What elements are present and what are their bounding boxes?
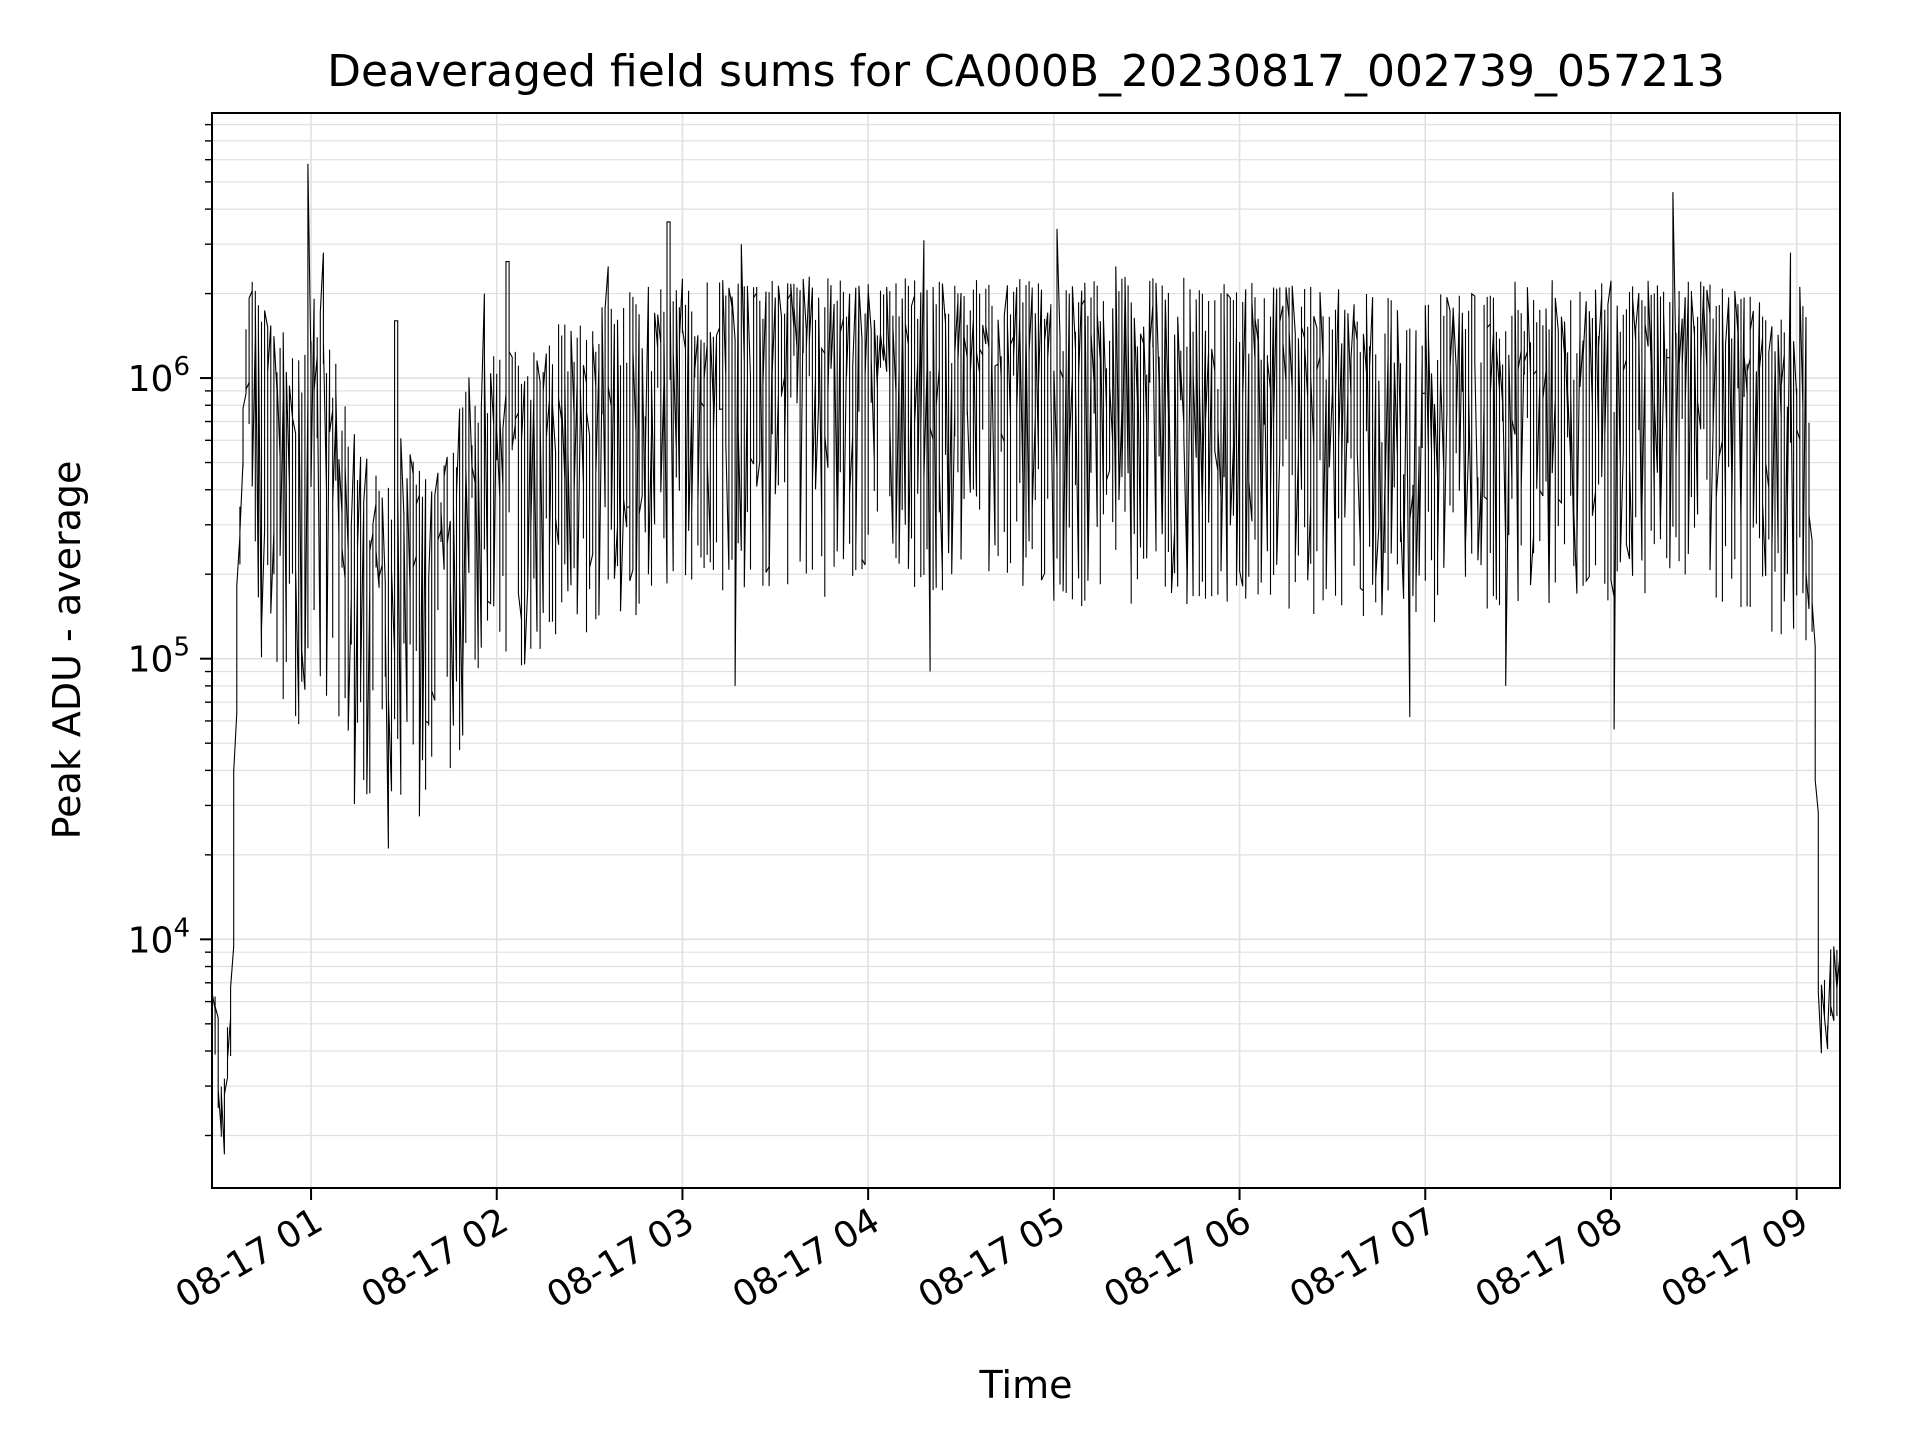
- y-tick-label: 104: [128, 913, 190, 961]
- series-line: [211, 163, 1841, 1155]
- x-axis-label: Time: [979, 1363, 1073, 1407]
- y-axis: 104 105 106: [128, 123, 212, 1137]
- y-tick-label: 106: [128, 352, 190, 400]
- axes-frame: [211, 112, 1841, 1189]
- chart-title: Deaveraged field sums for CA000B_2023081…: [327, 46, 1725, 97]
- y-tick-label: 105: [128, 633, 190, 681]
- plot-area: [211, 163, 1841, 1155]
- y-axis-label: Peak ADU - average: [45, 461, 89, 840]
